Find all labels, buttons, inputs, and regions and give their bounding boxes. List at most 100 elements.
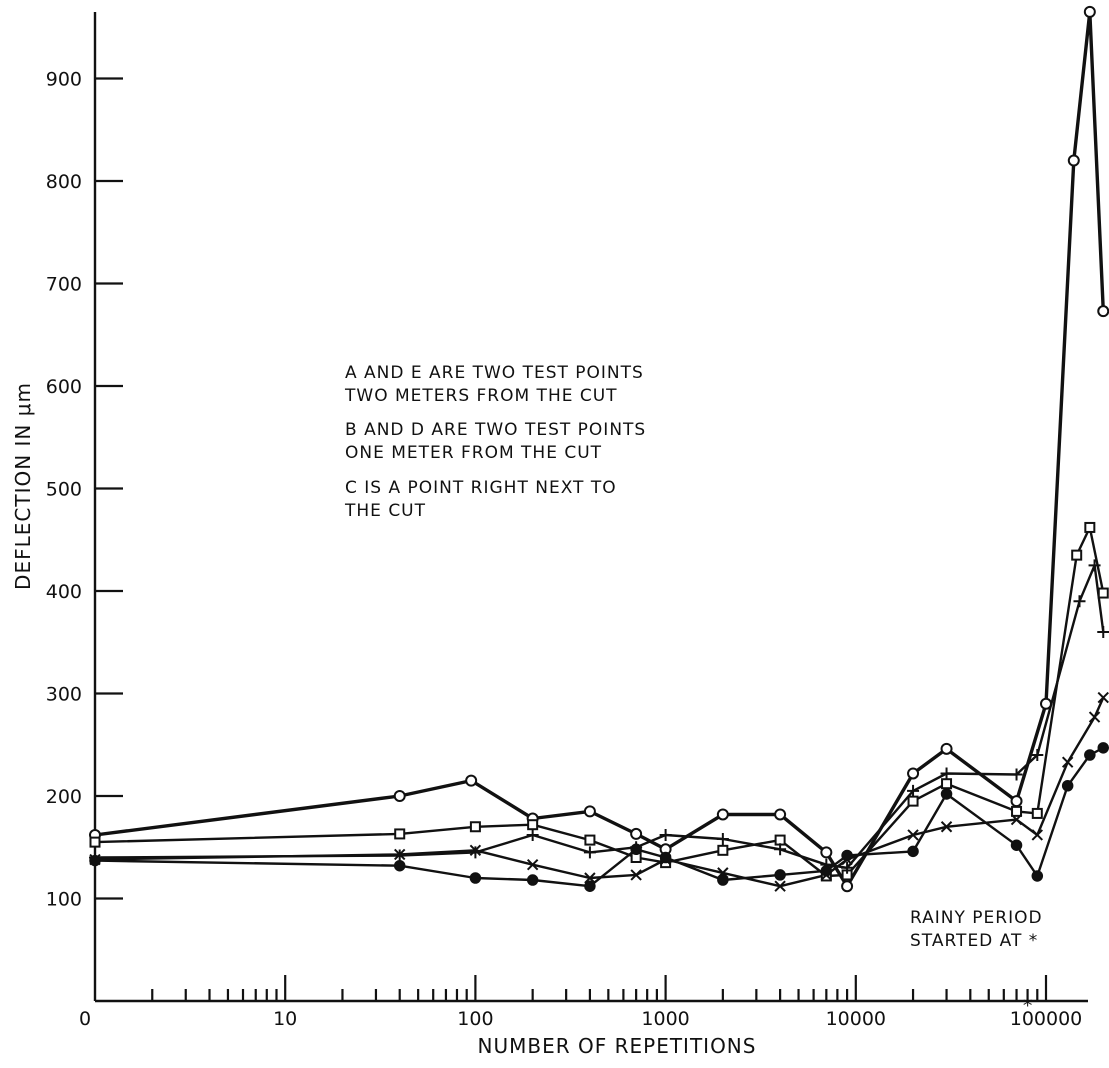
point-B-12 [940,821,953,833]
annotation-b-d: B AND D ARE TWO TEST POINTS ONE METER FR… [345,420,646,463]
point-C-4 [583,805,596,818]
point-B-16 [1088,711,1101,723]
point-D-2 [469,821,481,833]
rainy-period-marker: * [1023,995,1033,1017]
annotation-c-line-2: THE CUT [344,501,426,521]
point-C-11 [907,767,920,780]
y-tick-label-600: 600 [46,376,82,398]
point-A-16 [1084,749,1096,761]
series-layer [94,10,1105,888]
y-tick-label-500: 500 [46,479,82,501]
point-A-11 [907,845,919,858]
point-A-12 [940,788,953,800]
point-C-14 [1040,697,1052,710]
y-axis-label: DEFLECTION IN μm [11,382,35,590]
point-C-10 [841,880,854,893]
y-tick-label-400: 400 [46,581,82,603]
point-B-11 [907,829,919,841]
point-E-7 [716,833,729,846]
y-tick-label-800: 800 [46,171,82,193]
point-A-8 [774,869,786,881]
y-tick-label-200: 200 [46,786,82,808]
annotation-a-e: A AND E ARE TWO TEST POINTS TWO METERS F… [344,363,643,406]
annotation-a-e-line-2: TWO METERS FROM THE CUT [344,386,618,406]
point-D-15 [1071,549,1083,561]
point-D-8 [774,834,786,846]
point-B-4 [584,872,596,884]
point-A-17 [1097,742,1109,754]
point-C-13 [1010,795,1023,808]
point-C-8 [774,808,787,821]
point-E-3 [526,828,539,841]
point-A-13 [1010,839,1023,851]
point-B-3 [526,858,539,871]
point-C-7 [716,808,729,821]
point-D-14 [1031,807,1043,819]
y-tick-label-100: 100 [46,889,82,911]
x-axis-label: NUMBER OF REPETITIONS [478,1034,757,1058]
point-E-13 [1010,768,1023,781]
point-E-2 [469,846,482,859]
point-D-4 [584,834,596,846]
point-B-15 [1061,756,1074,768]
point-B-17 [1097,691,1109,704]
point-D-11 [907,795,919,807]
point-A-14 [1031,870,1044,882]
x-tick-label-10: 10 [273,1008,297,1030]
point-D-1 [394,828,406,840]
point-D-7 [717,844,729,856]
point-C-16 [1083,5,1096,18]
point-D-17 [1097,587,1109,599]
point-D-13 [1011,805,1023,817]
point-C-15 [1067,154,1080,167]
point-A-2 [469,872,482,884]
point-A-9 [820,865,833,877]
point-D-3 [527,819,539,831]
point-C-17 [1097,305,1109,318]
point-E-15 [1073,595,1086,608]
point-B-1 [394,848,406,861]
annotation-rainy-line-1: RAINY PERIOD [910,908,1043,928]
point-E-10 [841,861,854,874]
point-A-7 [717,874,729,886]
annotation-c-line-1: C IS A POINT RIGHT NEXT TO [345,478,617,498]
point-D-0 [89,836,101,848]
point-C-2 [465,774,478,787]
annotation-rainy-period: RAINY PERIOD STARTED AT * [910,908,1043,951]
point-A-10 [841,849,853,862]
point-B-8 [774,880,786,892]
markers-layer: CDEBA [89,5,1109,893]
point-C-12 [940,742,953,755]
annotation-c: C IS A POINT RIGHT NEXT TO THE CUT [344,478,617,521]
point-E-12 [940,767,953,780]
point-A-0 [89,854,101,867]
point-D-16 [1084,521,1096,533]
point-E-11 [907,784,920,797]
point-B-13 [1010,813,1023,826]
x-tick-label-10000: 10000 [826,1008,886,1030]
point-E-4 [583,846,596,859]
point-E-6 [659,828,672,841]
series-line-A [94,746,1104,888]
series-line-C [94,10,1105,888]
point-C-5 [630,827,643,840]
series-line-D [94,526,1105,878]
point-B-5 [630,869,642,881]
point-A-3 [526,874,539,886]
annotation-b-d-line-1: B AND D ARE TWO TEST POINTS [345,420,646,440]
point-A-5 [630,843,642,856]
x-tick-label-100: 100 [457,1008,493,1030]
point-D-12 [941,778,953,790]
y-tick-label-700: 700 [46,274,82,296]
point-C-9 [820,846,833,859]
point-B-2 [469,844,482,857]
x-tick-label-1000: 1000 [641,1008,689,1030]
series-line-B [94,697,1105,888]
point-A-1 [393,859,406,872]
annotation-b-d-line-2: ONE METER FROM THE CUT [345,443,602,463]
annotation-rainy-line-2: STARTED AT * [910,931,1038,951]
point-E-17 [1097,626,1109,638]
series-line-E [94,564,1105,869]
x-tick-label-0: 0 [79,1008,91,1030]
